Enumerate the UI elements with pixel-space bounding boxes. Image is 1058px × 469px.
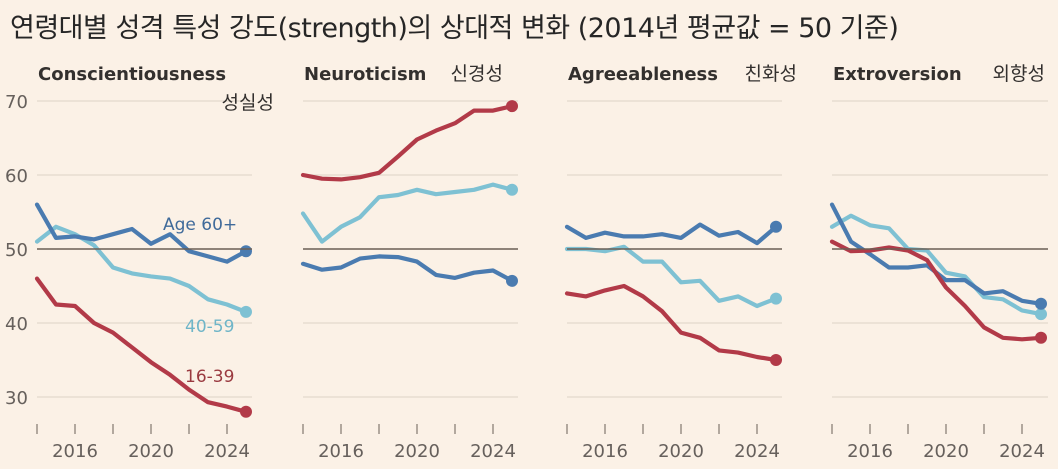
x-tick-label: 2024 [470,441,516,462]
x-tick-label: 2016 [582,441,628,462]
x-tick-label: 2016 [52,441,98,462]
series-endpoint-age-60-plus [506,274,518,287]
panel-subtitle: 성실성 [222,92,274,114]
series-label-age-16-39: 16-39 [185,367,234,387]
x-tick-label: 2016 [318,441,364,462]
panel-title: Extroversion [833,64,962,85]
series-endpoint-age-40-59 [240,305,252,318]
panel-agreeableness: Agreeableness 친화성 2016 2020 2024 [564,63,797,462]
panel-extroversion: Extroversion 외향성 2016 2020 2024 [829,63,1048,462]
series-endpoint-age-16-39 [770,354,782,366]
x-tick-label: 2020 [658,441,704,462]
panel-title: Neuroticism [304,64,426,85]
series-line-age-60-plus [34,202,249,264]
series-endpoint-age-60-plus [240,245,252,258]
x-tick-label: 2024 [734,441,780,462]
series-endpoint-age-16-39 [240,405,252,418]
y-tick-label: 60 [5,166,28,187]
x-tick-label: 2020 [923,441,969,462]
series-line-age-40-59 [564,244,779,309]
panel-conscientiousness: Conscientiousness 성실성 2016 2020 2024 Age 60+ 4… [34,64,274,462]
series-line-age-16-39 [34,276,249,414]
x-tick-label: 2020 [394,441,440,462]
y-tick-label: 40 [5,314,28,335]
x-tick-label: 2024 [999,441,1045,462]
series-label-age-40-59: 40-59 [185,317,234,337]
x-tick-label: 2016 [847,441,893,462]
series-line-age-40-59 [34,224,249,314]
chart-title: 연령대별 성격 특성 강도(strength)의 상대적 변화 (2014년 평… [10,13,899,44]
y-tick-label: 50 [5,240,28,261]
panel-subtitle: 친화성 [745,63,797,85]
panel-subtitle: 신경성 [451,63,503,85]
series-label-age-60-plus: Age 60+ [163,215,237,235]
y-tick-label: 30 [5,388,28,409]
series-line-age-60-plus [300,254,515,283]
x-tick-label: 2024 [204,441,250,462]
series-line-age-60-plus [564,222,779,246]
series-endpoint-age-40-59 [506,183,518,196]
series-line-age-60-plus [829,202,1044,306]
series-endpoint-age-16-39 [1035,331,1047,344]
series-endpoint-age-60-plus [770,220,782,233]
panel-title: Agreeableness [568,64,718,85]
x-tick-label: 2020 [128,441,174,462]
series-endpoint-age-40-59 [770,292,782,305]
series-endpoint-age-60-plus [1035,297,1047,310]
panel-title: Conscientiousness [38,64,226,85]
series-line-age-40-59 [829,213,1044,317]
y-tick-label: 70 [5,92,28,113]
series-endpoint-age-16-39 [506,100,518,113]
series-line-age-16-39 [564,283,779,363]
series-line-age-16-39 [829,239,1044,342]
series-line-age-40-59 [300,182,515,244]
panel-subtitle: 외향성 [993,63,1045,85]
panel-neuroticism: Neuroticism 신경성 2016 2020 2024 [300,63,518,462]
series-line-age-16-39 [300,104,515,182]
series-endpoint-age-40-59 [1035,308,1047,321]
